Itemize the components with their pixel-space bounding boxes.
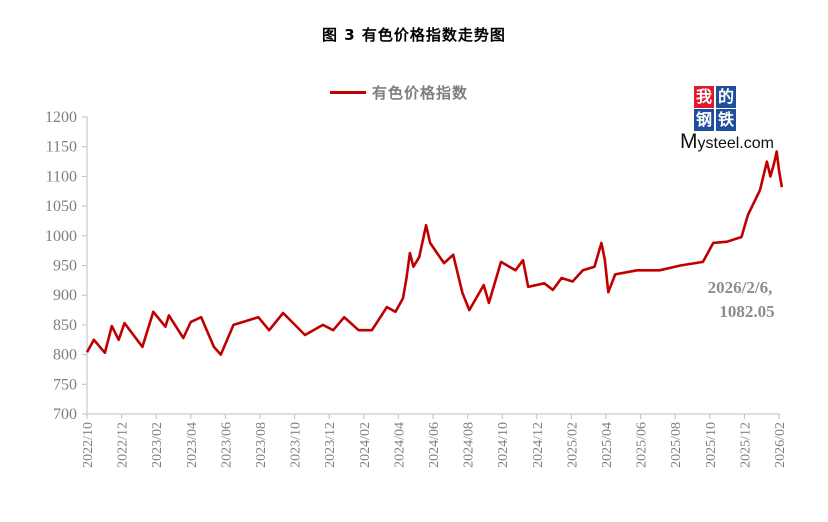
x-tick-label: 2024/04 <box>392 422 407 468</box>
x-axis: 2022/10 2022/12 2023/02 2023/04 2023/06 2023/… <box>81 414 788 468</box>
y-tick-label: 1100 <box>46 168 77 185</box>
y-tick-label: 750 <box>53 376 77 393</box>
x-tick-label: 2025/12 <box>738 422 753 468</box>
x-tick-label: 2022/10 <box>81 422 96 468</box>
y-tick-label: 800 <box>53 347 77 364</box>
legend-swatch <box>330 91 366 94</box>
y-tick-label: 950 <box>53 258 77 275</box>
x-tick-label: 2025/04 <box>600 422 615 468</box>
annotation-date: 2026/2/6, <box>707 278 773 297</box>
y-tick-label: 1050 <box>45 198 77 215</box>
y-tick-label: 1150 <box>46 139 77 156</box>
x-tick-label: 2024/12 <box>531 422 546 468</box>
y-axis: 700 750 800 850 900 950 1000 1050 1100 1150 1200 <box>45 109 87 423</box>
annotation-value: 1082.05 <box>719 302 775 321</box>
x-tick-label: 2026/02 <box>773 422 788 468</box>
x-tick-label: 2023/06 <box>219 422 234 468</box>
y-tick-label: 1000 <box>45 228 77 245</box>
x-tick-label: 2025/10 <box>704 422 719 468</box>
y-tick-label: 1200 <box>45 109 77 126</box>
last-value-annotation: 2026/2/6, 1082.05 <box>690 276 790 324</box>
x-tick-label: 2023/10 <box>289 422 304 468</box>
y-tick-label: 850 <box>53 317 77 334</box>
x-tick-label: 2023/08 <box>254 422 269 468</box>
x-tick-label: 2023/12 <box>323 422 338 468</box>
legend-label: 有色价格指数 <box>372 84 469 102</box>
x-tick-label: 2023/04 <box>185 422 200 468</box>
x-tick-label: 2024/02 <box>358 422 373 468</box>
series-line-nonferrous-index <box>85 150 784 356</box>
mysteel-logo: 我 的 钢 铁 Mysteel.com <box>680 86 774 153</box>
x-tick-label: 2024/08 <box>462 422 477 468</box>
x-tick-label: 2025/08 <box>669 422 684 468</box>
chart-title: 图 3 有色价格指数走势图 <box>322 26 506 44</box>
legend: 有色价格指数 <box>330 82 468 103</box>
y-tick-label: 900 <box>53 287 77 304</box>
x-tick-label: 2025/02 <box>565 422 580 468</box>
x-tick-label: 2025/06 <box>635 422 650 468</box>
x-tick-label: 2022/12 <box>116 422 131 468</box>
x-tick-label: 2023/02 <box>150 422 165 468</box>
y-tick-label: 700 <box>53 406 77 423</box>
x-tick-label: 2024/10 <box>496 422 511 468</box>
x-tick-label: 2024/06 <box>427 422 442 468</box>
